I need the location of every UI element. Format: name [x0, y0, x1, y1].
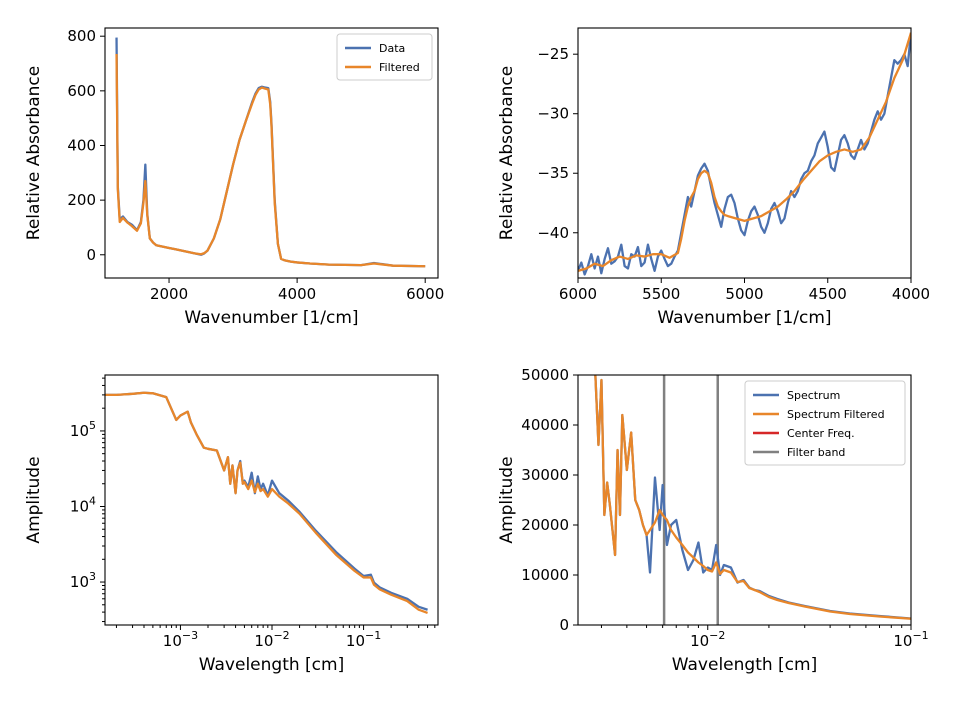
plot-area	[594, 375, 911, 625]
x-tick-label: 4000	[278, 285, 316, 303]
y-tick-label: 800	[67, 27, 96, 45]
y-tick-label: 600	[67, 82, 96, 100]
legend-box	[336, 33, 433, 81]
y-tick-label: 104	[70, 494, 96, 515]
axes-frame	[577, 374, 912, 626]
x-tick-label: 5000	[725, 285, 763, 303]
x-tick-label: 6000	[406, 285, 444, 303]
axes-frame	[104, 374, 439, 626]
y-tick-label: 0	[86, 246, 96, 264]
x-tick-label: 2000	[150, 285, 188, 303]
y-tick-label: 20000	[521, 516, 569, 534]
x-axis-label: Wavenumber [1/cm]	[657, 308, 831, 328]
y-tick-label: 103	[70, 570, 96, 591]
chart-panel-absorbance-full: 2000 4000 6000 0 200 400 600 800 Wavenumber [1/c…	[24, 27, 444, 328]
y-axis-label: Amplitude	[24, 456, 44, 543]
y-axis-label: Relative Absorbance	[24, 66, 44, 240]
x-tick-label: 5500	[642, 285, 680, 303]
plot-area	[578, 32, 911, 276]
legend: Data Filtered	[336, 33, 433, 81]
x-tick-label: 6000	[559, 285, 597, 303]
y-tick-label: −30	[537, 105, 569, 123]
series-line-spectrum-filtered	[594, 375, 911, 620]
y-tick-label: −35	[537, 164, 569, 182]
y-tick-label: 105	[70, 419, 96, 440]
y-tick-label: 50000	[521, 366, 569, 384]
plot-area	[115, 37, 426, 268]
y-tick-label: 30000	[521, 466, 569, 484]
x-tick-label: 10−1	[893, 629, 928, 650]
y-tick-label: −40	[537, 224, 569, 242]
chart-panel-amplitude-loglog: 10−3 10−2 10−1 103 104 105 Wavelength [cm] Ampl…	[24, 374, 439, 675]
legend-label: Filtered	[379, 61, 420, 74]
x-tick-label: 4000	[892, 285, 930, 303]
x-axis-label: Wavelength [cm]	[199, 655, 344, 675]
legend-label: Spectrum Filtered	[787, 408, 885, 421]
legend-box	[744, 380, 906, 466]
x-tick-label: 10−3	[163, 629, 198, 650]
x-axis-label: Wavelength [cm]	[672, 655, 817, 675]
legend-label: Spectrum	[787, 389, 840, 402]
series-line-filtered	[115, 53, 426, 268]
plot-area	[105, 391, 428, 615]
x-axis-label: Wavenumber [1/cm]	[184, 308, 358, 328]
y-tick-label: 40000	[521, 416, 569, 434]
legend: Spectrum Spectrum Filtered Center Freq. Fil…	[744, 380, 906, 466]
y-tick-label: 0	[559, 616, 569, 634]
x-tick-label: 10−2	[254, 629, 289, 650]
y-axis-label: Amplitude	[497, 456, 517, 543]
y-axis-label: Relative Absorbance	[497, 66, 517, 240]
y-tick-label: 400	[67, 136, 96, 154]
series-line-filtered	[578, 32, 911, 272]
legend-label: Center Freq.	[787, 427, 855, 440]
y-tick-label: 200	[67, 191, 96, 209]
chart-panel-amplitude-band: 10−2 10−1 0 10000 20000 30000 40000 50000 Wavele…	[497, 366, 929, 675]
axes-frame	[577, 27, 912, 279]
series-line-spectrum-filtered	[105, 391, 428, 615]
series-line-data	[578, 32, 911, 276]
legend-label: Filter band	[787, 446, 845, 459]
x-tick-label: 10−2	[690, 629, 725, 650]
axes-frame	[104, 27, 439, 279]
series-line-spectrum	[105, 391, 428, 611]
chart-panel-absorbance-zoom: 6000 5500 5000 4500 4000 −40 −35 −30 −25 Wavenumb…	[497, 27, 930, 328]
x-tick-label: 10−1	[346, 629, 381, 650]
y-tick-label: −25	[537, 45, 569, 63]
x-tick-label: 4500	[809, 285, 847, 303]
legend-label: Data	[379, 42, 405, 55]
y-tick-label: 10000	[521, 566, 569, 584]
